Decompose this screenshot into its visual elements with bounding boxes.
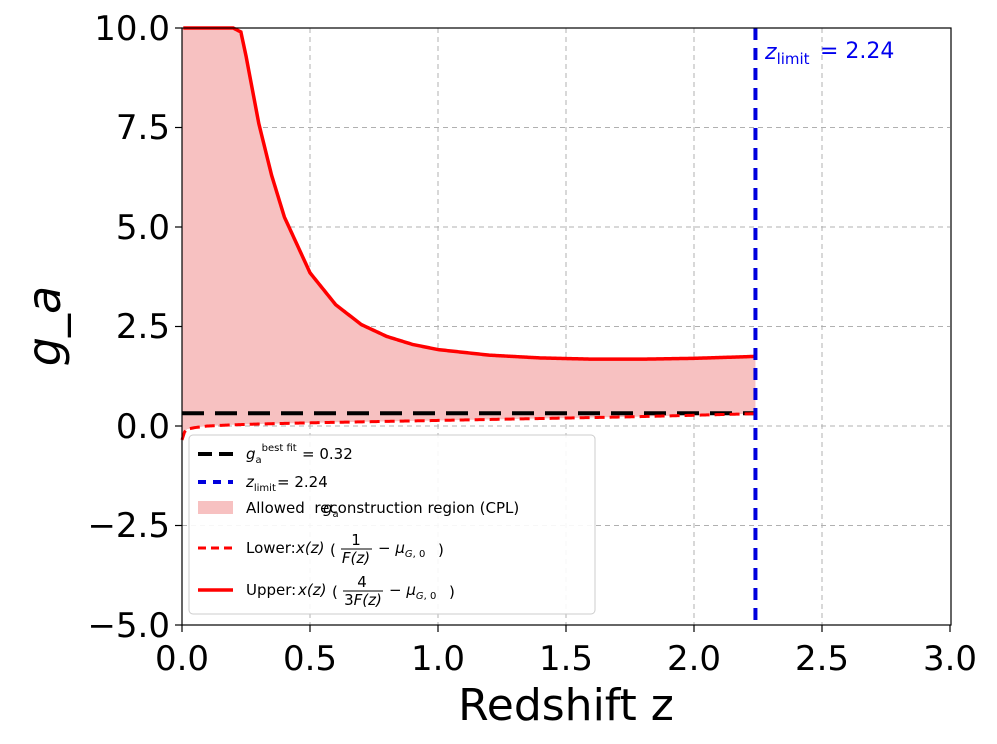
x-tick-label: 2.0 <box>667 639 721 679</box>
legend-formula-upper-paren-open: ( <box>332 583 338 601</box>
x-tick-labels: 0.0 0.5 1.0 1.5 2.0 2.5 3.0 <box>155 639 977 679</box>
legend-label-upper: Upper: <box>246 581 296 599</box>
x-tick-label: 0.5 <box>283 639 337 679</box>
legend-formula-lower-num: 1 <box>351 531 361 549</box>
y-tick-label: −5.0 <box>87 606 170 646</box>
legend-formula-upper: x(z) ( 4 3F(z) − μG, 0 ) <box>297 573 455 609</box>
x-tick-label: 0.0 <box>155 639 209 679</box>
legend-formula-lower-paren-close: ) <box>438 541 444 559</box>
legend-label-zlimit: = 2.24 <box>277 473 328 491</box>
legend-label-lower: Lower: <box>246 539 296 557</box>
grid <box>182 28 950 625</box>
legend-formula-upper-den: 3F(z) <box>344 591 382 609</box>
legend-formula-upper-x: x(z) <box>297 581 326 599</box>
x-tick-label: 2.5 <box>795 639 849 679</box>
legend-label-region: Allowed reconstruction region (CPL) <box>246 499 519 517</box>
x-axis-title: Redshift z <box>458 680 674 731</box>
legend-formula-lower-paren-open: ( <box>330 541 336 559</box>
legend: gabest fit = 0.32 zlimit = 2.24 Allowed … <box>188 434 596 615</box>
legend-formula-lower-den: F(z) <box>342 549 370 567</box>
legend-formula-upper-num: 4 <box>357 573 367 591</box>
y-tick-label: 2.5 <box>116 307 170 347</box>
y-tick-labels: 10.0 7.5 5.0 2.5 0.0 −2.5 −5.0 <box>87 9 170 646</box>
y-axis-title: g_a <box>17 286 71 366</box>
zlimit-annotation-label: = 2.24 <box>820 39 894 64</box>
allowed-region-fill <box>182 28 756 440</box>
legend-swatch-region <box>198 501 233 514</box>
y-tick-label: 0.0 <box>116 407 170 447</box>
y-tick-label: 5.0 <box>116 208 170 248</box>
y-tick-label: 7.5 <box>116 108 170 148</box>
x-tick-label: 3.0 <box>923 639 977 679</box>
legend-formula-upper-paren-close: ) <box>449 583 455 601</box>
legend-formula-lower-x: x(z) <box>295 539 324 557</box>
y-tick-label: 10.0 <box>94 9 170 49</box>
y-tick-label: −2.5 <box>87 506 170 546</box>
legend-label-bestfit: = 0.32 <box>302 445 353 463</box>
x-tick-label: 1.5 <box>539 639 593 679</box>
x-tick-label: 1.0 <box>411 639 465 679</box>
upper-bound-line <box>183 26 756 361</box>
lower-bound-line <box>180 412 756 441</box>
legend-box <box>188 434 596 615</box>
ticks <box>175 27 951 632</box>
zlimit-annotation: zlimit = 2.24 <box>764 39 894 68</box>
